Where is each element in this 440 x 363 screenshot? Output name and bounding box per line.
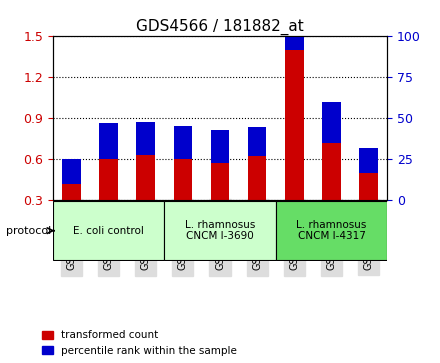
Bar bbox=[359, 148, 378, 173]
FancyBboxPatch shape bbox=[276, 201, 387, 260]
Text: E. coli control: E. coli control bbox=[73, 226, 144, 236]
Bar bbox=[285, 50, 304, 200]
Text: protocol: protocol bbox=[6, 226, 51, 236]
Bar bbox=[173, 159, 192, 200]
Bar bbox=[248, 127, 267, 156]
FancyBboxPatch shape bbox=[53, 201, 164, 260]
Bar bbox=[359, 173, 378, 200]
Bar bbox=[248, 156, 267, 200]
Legend: transformed count, percentile rank within the sample: transformed count, percentile rank withi… bbox=[40, 329, 239, 358]
Bar bbox=[173, 126, 192, 159]
Bar bbox=[62, 184, 81, 200]
Bar bbox=[99, 159, 118, 200]
Bar bbox=[99, 123, 118, 159]
Bar bbox=[136, 122, 155, 155]
Title: GDS4566 / 181882_at: GDS4566 / 181882_at bbox=[136, 19, 304, 35]
Bar bbox=[62, 159, 81, 184]
Text: L. rhamnosus
CNCM I-3690: L. rhamnosus CNCM I-3690 bbox=[185, 220, 255, 241]
FancyBboxPatch shape bbox=[164, 201, 276, 260]
Bar bbox=[285, 0, 304, 50]
Bar bbox=[211, 163, 229, 200]
Bar bbox=[322, 102, 341, 143]
Bar bbox=[322, 143, 341, 200]
Bar bbox=[211, 130, 229, 163]
Bar bbox=[136, 155, 155, 200]
Text: L. rhamnosus
CNCM I-4317: L. rhamnosus CNCM I-4317 bbox=[296, 220, 367, 241]
